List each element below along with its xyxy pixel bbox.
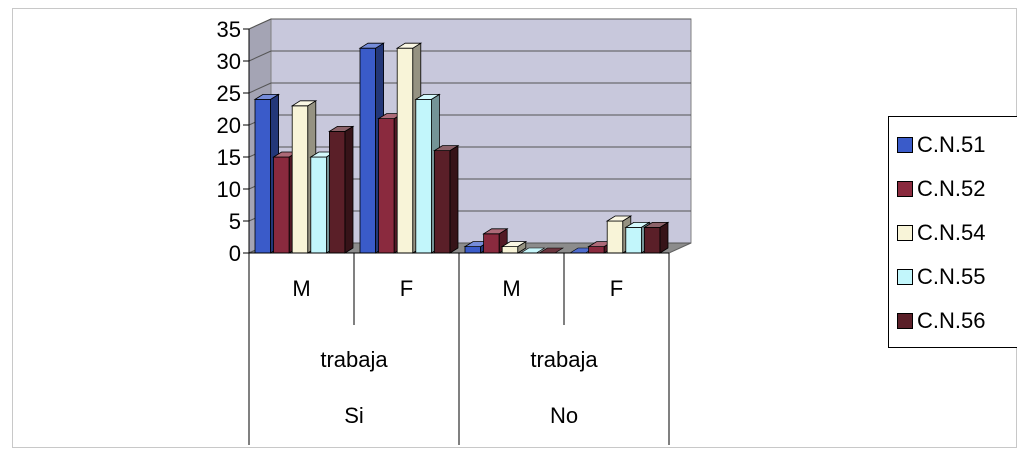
legend-label: C.N.55 xyxy=(917,264,986,289)
x-category-label: F xyxy=(610,276,623,301)
y-tick-label: 25 xyxy=(217,81,241,106)
legend-label: C.N.51 xyxy=(917,132,986,157)
bar-side xyxy=(449,144,459,254)
bars xyxy=(253,42,670,254)
bar-front xyxy=(433,150,451,254)
bar-top xyxy=(433,145,460,152)
legend-swatch xyxy=(897,181,913,197)
bar-front xyxy=(415,99,432,254)
legend-item: C.N.51 xyxy=(897,131,985,159)
x-category-label: F xyxy=(400,276,413,301)
bar-front xyxy=(310,156,327,254)
y-axis: 0 5 10 15 20 25 30 35 xyxy=(217,17,250,266)
legend-item: C.N.55 xyxy=(897,263,985,291)
y-tick-label: 15 xyxy=(217,145,241,170)
legend-label: C.N.54 xyxy=(917,220,986,245)
bar-top xyxy=(328,126,355,132)
bar-top xyxy=(414,94,441,100)
bar-front xyxy=(483,233,500,254)
x-answer-label: No xyxy=(550,403,578,428)
bar-top xyxy=(482,228,509,235)
bar-top xyxy=(643,221,670,228)
bar-front xyxy=(273,156,290,254)
legend: C.N.51 C.N.52 C.N.54 C.N.55 C.N.56 xyxy=(888,116,1017,348)
gridline-side xyxy=(248,82,272,94)
x-group-label: trabaja xyxy=(530,347,598,372)
x-category-label: M xyxy=(292,276,310,301)
legend-swatch xyxy=(897,313,913,329)
legend-swatch xyxy=(897,269,913,285)
bar xyxy=(328,125,355,254)
bar-front xyxy=(291,105,309,254)
bar-front xyxy=(328,131,346,254)
legend-item: C.N.54 xyxy=(897,219,985,247)
bar-front xyxy=(464,246,482,254)
bar xyxy=(433,144,460,254)
y-tick-label: 0 xyxy=(229,241,241,266)
y-tick-label: 5 xyxy=(229,209,241,234)
y-tick-label: 30 xyxy=(217,49,241,74)
legend-item: C.N.52 xyxy=(897,175,985,203)
bar-front xyxy=(378,118,395,254)
bar-side xyxy=(344,125,354,254)
y-tick-label: 20 xyxy=(217,113,241,138)
bar-front xyxy=(254,99,272,254)
bar-front xyxy=(625,226,642,254)
bar-top xyxy=(500,241,528,248)
y-tick-label: 35 xyxy=(217,17,241,42)
bar-front xyxy=(359,47,377,254)
gridline-side xyxy=(248,50,272,62)
bar-top xyxy=(395,42,423,49)
bar-front xyxy=(644,226,661,254)
bar-front xyxy=(606,220,624,254)
bar-top xyxy=(253,94,280,100)
bar xyxy=(643,221,670,254)
bar-top xyxy=(624,221,651,228)
legend-label: C.N.56 xyxy=(917,308,986,333)
x-answer-label: Si xyxy=(344,403,364,428)
bar-top xyxy=(605,215,633,222)
x-category-label: M xyxy=(502,276,520,301)
bar-top xyxy=(290,100,318,107)
legend-swatch xyxy=(897,225,913,241)
legend-item: C.N.56 xyxy=(897,307,985,335)
legend-swatch xyxy=(897,137,913,153)
bar-front xyxy=(396,47,414,254)
x-group-label: trabaja xyxy=(320,347,388,372)
y-tick-label: 10 xyxy=(217,177,241,202)
legend-label: C.N.52 xyxy=(917,176,986,201)
bar-front xyxy=(588,246,605,254)
bar-top xyxy=(358,42,385,49)
bar-front xyxy=(501,246,519,254)
gridline-side xyxy=(248,18,272,30)
bar xyxy=(500,240,528,254)
